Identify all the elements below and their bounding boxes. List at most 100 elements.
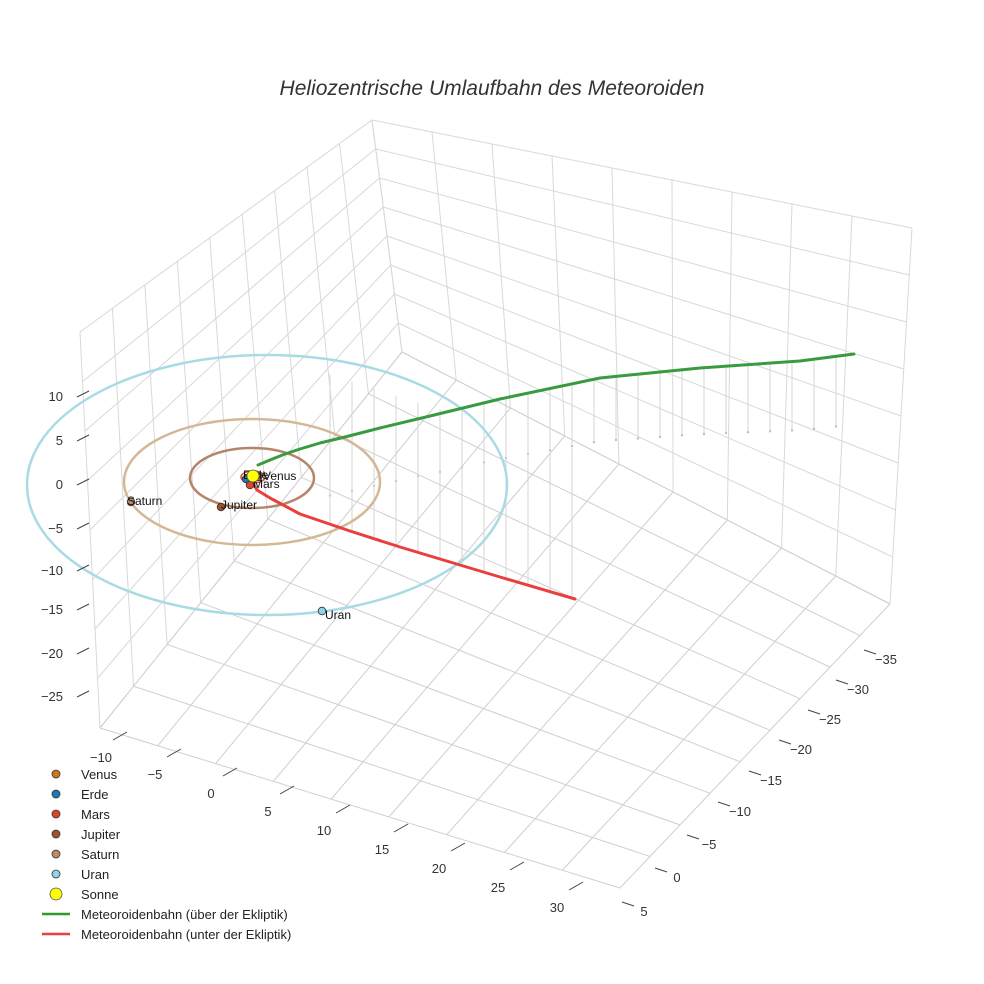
x-tick-mark <box>112 731 128 741</box>
drop-line-end <box>680 434 684 437</box>
legend-label: Mars <box>81 807 110 822</box>
grid-line <box>386 235 902 417</box>
grid-line <box>166 643 681 826</box>
y-tick-label: −5 <box>702 837 717 852</box>
legend-marker <box>49 887 63 901</box>
legend: Venus Erde Mars Jupiter Saturn Uran Sonne Meteo… <box>42 767 291 942</box>
legend-marker <box>51 829 61 839</box>
grid-line <box>215 407 511 764</box>
y-tick-label: 5 <box>640 904 647 919</box>
grid-line <box>301 476 801 700</box>
grid-line <box>390 264 899 464</box>
z-tick-mark <box>76 690 90 698</box>
x-tick-label: 0 <box>207 786 214 801</box>
drop-line-end <box>658 435 662 439</box>
grid-line <box>334 435 831 668</box>
drop-line-end <box>702 432 706 436</box>
y-tick-mark <box>654 867 668 873</box>
x-tick-label: 25 <box>491 880 505 895</box>
grid-line <box>371 119 913 229</box>
sun-point <box>246 469 260 483</box>
x-tick-label: 10 <box>317 823 331 838</box>
legend-marker <box>51 869 61 879</box>
orbit-jupiter <box>188 446 316 510</box>
grid-line <box>82 148 377 382</box>
grid-line <box>234 560 741 763</box>
planet-label-venus: Venus <box>263 469 296 483</box>
x-tick-label: −10 <box>90 750 112 765</box>
legend-label: Jupiter <box>81 827 121 842</box>
legend-label: Uran <box>81 867 109 882</box>
drop-line-end <box>614 438 618 442</box>
z-tick-label: −25 <box>41 689 63 704</box>
drop-line-end <box>812 427 816 430</box>
y-tick-label: −20 <box>790 742 812 757</box>
legend-label: Erde <box>81 787 108 802</box>
x-tick-label: 20 <box>432 861 446 876</box>
y-tick-mark <box>717 801 731 807</box>
z-tick-mark <box>76 478 90 486</box>
y-tick-mark <box>807 709 821 715</box>
x-tick-label: 30 <box>550 900 564 915</box>
meteoroid-path-below <box>248 476 577 601</box>
z-tick-label: −10 <box>41 563 63 578</box>
chart-title: Heliozentrische Umlaufbahn des Meteoroid… <box>280 77 705 100</box>
grid-line <box>383 206 904 370</box>
grid-line <box>84 177 380 432</box>
planet-orbits <box>25 353 509 617</box>
z-tick-label: 0 <box>56 477 63 492</box>
legend-marker <box>51 789 61 799</box>
grid-line <box>398 322 893 558</box>
y-tick-mark <box>686 834 700 840</box>
legend-marker <box>51 769 61 779</box>
y-tick-label: −30 <box>847 682 869 697</box>
legend-marker <box>51 849 61 859</box>
drop-line-end <box>790 429 794 432</box>
y-tick-mark <box>863 649 877 655</box>
y-tick-label: −35 <box>875 652 897 667</box>
grid-line <box>504 547 782 853</box>
grid-line <box>94 293 395 630</box>
x-tick-mark <box>166 748 182 758</box>
x-tick-label: 5 <box>264 804 271 819</box>
drop-line-end <box>746 430 750 434</box>
z-tick-mark <box>76 390 90 398</box>
grid-line <box>200 602 711 794</box>
drop-line-end <box>592 440 596 444</box>
x-tick-mark <box>568 881 584 891</box>
y-tick-mark <box>778 739 792 745</box>
drop-line-end <box>724 431 728 435</box>
orbit-uran <box>25 353 509 617</box>
grid-line <box>133 685 651 857</box>
drop-line-end <box>768 430 772 433</box>
z-tick-mark <box>76 522 90 530</box>
grid-line <box>368 393 861 637</box>
orbit-saturn <box>122 417 382 547</box>
z-tick-mark <box>76 603 90 611</box>
grid-line <box>92 264 392 580</box>
x-tick-mark <box>279 785 295 795</box>
grid-line <box>379 177 907 323</box>
z-tick-mark <box>76 434 90 442</box>
x-tick-mark <box>222 767 238 777</box>
meteoroid-path-above <box>256 352 856 467</box>
x-tick-mark <box>335 804 351 814</box>
drop-line-end <box>636 437 640 440</box>
legend-label: Meteoroidenbahn (unter der Ekliptik) <box>81 927 291 942</box>
grid-line <box>267 518 771 731</box>
drop-line-end <box>834 425 838 428</box>
z-tick-label: 5 <box>56 433 63 448</box>
planet-label-mars: Mars <box>253 477 280 491</box>
grid-line <box>375 148 910 276</box>
x-tick-mark <box>450 842 466 852</box>
drop-line-end <box>570 444 574 448</box>
x-tick-mark <box>393 823 409 833</box>
legend-label: Venus <box>81 767 118 782</box>
grid-line <box>561 575 837 871</box>
legend-label: Sonne <box>81 887 119 902</box>
grid-line <box>619 603 891 889</box>
grid <box>79 119 913 889</box>
z-tick-label: 10 <box>49 389 63 404</box>
